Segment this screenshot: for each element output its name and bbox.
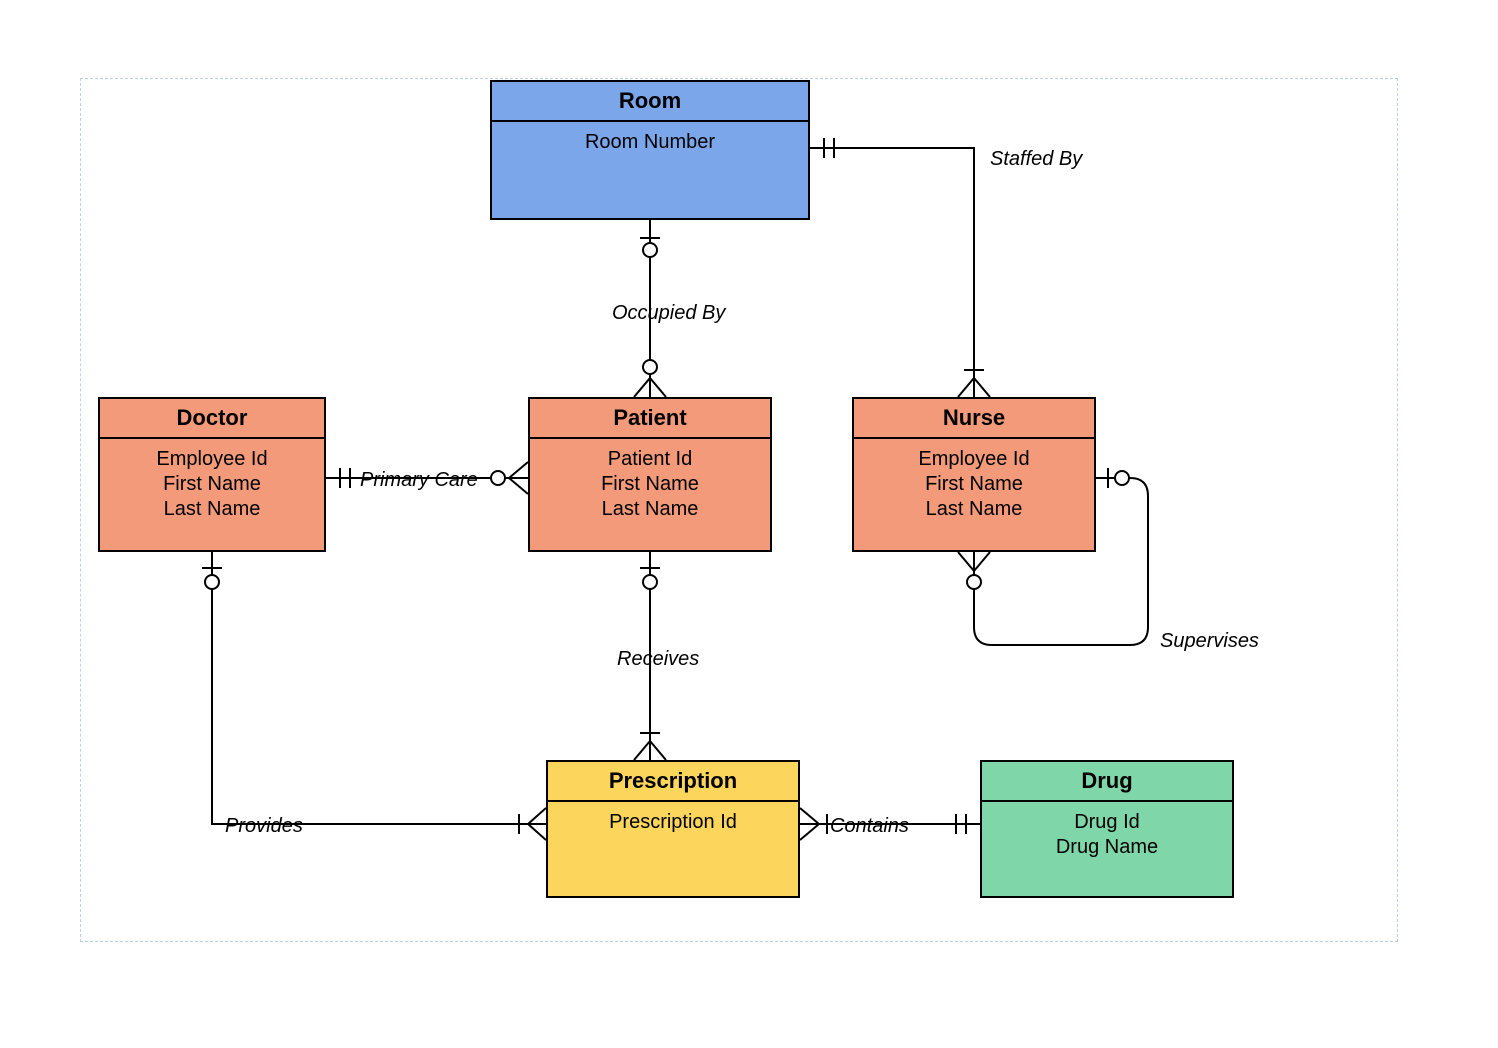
entity-title: Doctor [100,399,324,439]
entity-drug: Drug Drug Id Drug Name [980,760,1234,898]
entity-attr: Last Name [864,497,1084,522]
entity-attr: Room Number [502,130,798,155]
entity-attrs: Employee Id First Name Last Name [100,439,324,532]
entity-title: Drug [982,762,1232,802]
entity-attr: Patient Id [540,447,760,472]
er-diagram-canvas: Room Room Number Doctor Employee Id Firs… [0,0,1498,1048]
entity-attrs: Prescription Id [548,802,798,845]
entity-attrs: Employee Id First Name Last Name [854,439,1094,532]
entity-patient: Patient Patient Id First Name Last Name [528,397,772,552]
entity-nurse: Nurse Employee Id First Name Last Name [852,397,1096,552]
rel-label-supervises: Supervises [1160,630,1259,653]
entity-attr: First Name [540,472,760,497]
entity-attr: Drug Id [992,810,1222,835]
rel-label-provides: Provides [225,815,303,838]
entity-attr: First Name [864,472,1084,497]
entity-attr: Employee Id [864,447,1084,472]
entity-attr: Drug Name [992,835,1222,860]
entity-title: Room [492,82,808,122]
entity-prescription: Prescription Prescription Id [546,760,800,898]
entity-attrs: Drug Id Drug Name [982,802,1232,870]
entity-attr: Employee Id [110,447,314,472]
entity-doctor: Doctor Employee Id First Name Last Name [98,397,326,552]
entity-attr: Prescription Id [558,810,788,835]
entity-attrs: Patient Id First Name Last Name [530,439,770,532]
entity-attrs: Room Number [492,122,808,165]
rel-label-primary-care: Primary Care [360,469,478,492]
entity-attr: First Name [110,472,314,497]
rel-label-occupied-by: Occupied By [612,302,725,325]
entity-attr: Last Name [540,497,760,522]
rel-label-staffed-by: Staffed By [990,148,1082,171]
rel-label-receives: Receives [617,648,699,671]
entity-title: Patient [530,399,770,439]
rel-label-contains: Contains [830,815,909,838]
entity-title: Prescription [548,762,798,802]
entity-room: Room Room Number [490,80,810,220]
entity-title: Nurse [854,399,1094,439]
entity-attr: Last Name [110,497,314,522]
